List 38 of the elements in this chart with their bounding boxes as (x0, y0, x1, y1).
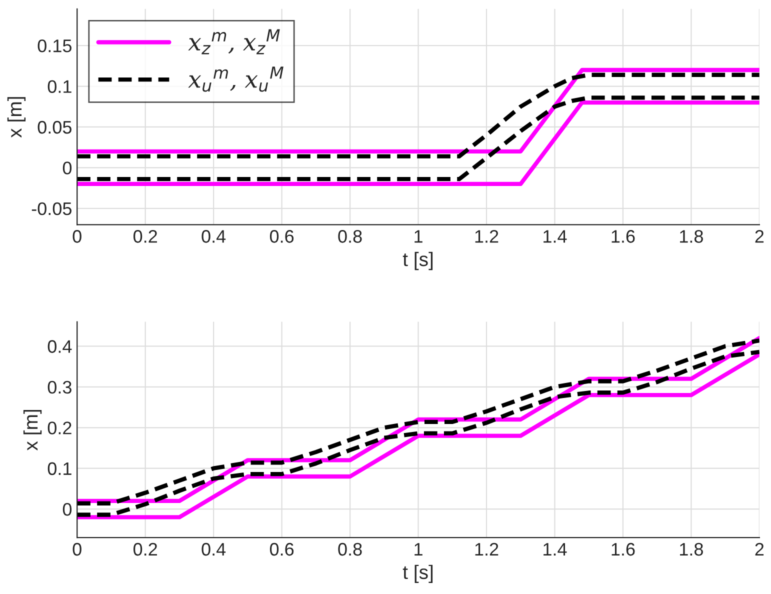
y-tick-label: 0 (62, 503, 72, 516)
x-tick-label: 2 (755, 542, 764, 556)
x-tick-label: 1.2 (475, 542, 498, 556)
y-tick-label: -0.05 (32, 202, 72, 216)
x-tick-label: 1 (414, 543, 422, 556)
x-tick-label: 0.6 (270, 542, 294, 556)
x-tick-label: 1.6 (612, 542, 635, 556)
x-tick-label: 1.4 (544, 230, 567, 243)
x-tick-label: 0.6 (270, 230, 294, 243)
x-tick-label: 0 (72, 230, 82, 243)
legend-label: x$_{u}$$^{m}$, x$_{u}$$^{M}$ (188, 66, 284, 92)
x-tick-label: 0.8 (338, 230, 362, 243)
x-tick-label: 1.8 (680, 542, 703, 556)
x-tick-label: 1.8 (680, 230, 703, 243)
x-axis-title: t [s] (402, 564, 433, 583)
y-tick-label: 0.05 (38, 120, 72, 134)
legend-label: x$_{z}$$^{m}$, x$_{z}$$^{M}$ (188, 29, 280, 54)
y-axis-title: x [m] (23, 410, 42, 451)
x-tick-label: 0.2 (133, 230, 157, 243)
y-tick-label: 0.1 (48, 462, 72, 476)
x-tick-label: 0.8 (338, 542, 362, 556)
y-axis-title: x [m] (7, 97, 26, 138)
y-tick-label: 0.4 (48, 340, 72, 353)
x-tick-label: 0.2 (133, 542, 157, 556)
y-tick-label: 0.1 (48, 80, 72, 93)
x-tick-label: 0.4 (202, 542, 226, 556)
x-tick-label: 1.2 (475, 230, 498, 243)
y-tick-label: 0 (62, 162, 72, 174)
x-tick-label: 2 (755, 230, 764, 243)
x-tick-label: 0 (72, 542, 82, 556)
x-tick-label: 1.6 (612, 230, 635, 243)
y-tick-label: 0.3 (48, 380, 72, 394)
x-axis-title: t [s] (402, 252, 433, 270)
y-tick-label: 0.2 (48, 422, 72, 434)
y-tick-label: 0.15 (38, 39, 72, 52)
x-tick-label: 1.4 (544, 543, 567, 556)
x-tick-label: 1 (414, 230, 422, 243)
x-tick-label: 0.4 (202, 230, 226, 243)
